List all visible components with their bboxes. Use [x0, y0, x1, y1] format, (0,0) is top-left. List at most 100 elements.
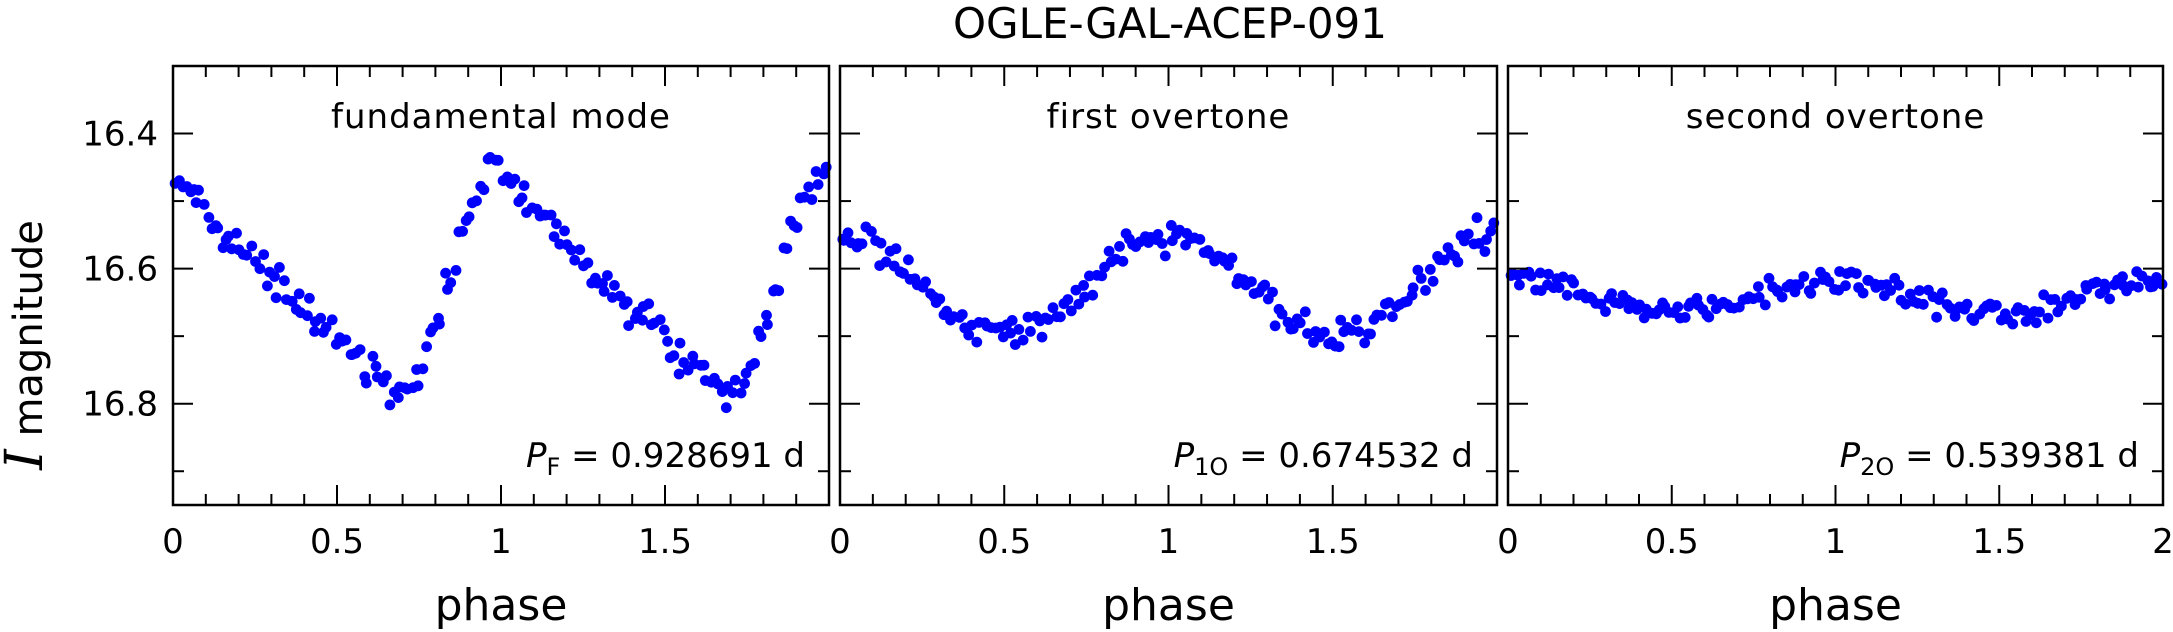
y-ticks: [173, 65, 829, 473]
data-point: [1703, 311, 1715, 323]
data-point: [2042, 312, 2054, 324]
panels: 0 0.5 1 1.5 16.4 16.6 16.8 phase fundamental mod…: [82, 64, 2173, 631]
data-point: [773, 285, 785, 297]
data-point: [1013, 324, 1025, 335]
data-point: [1017, 334, 1029, 346]
x-tick-label: 1.5: [1306, 522, 1360, 562]
data-point: [1561, 289, 1573, 301]
y-tick-label: 16.4: [82, 115, 158, 155]
data-point: [492, 154, 504, 166]
data-point: [903, 254, 914, 266]
data-point: [761, 309, 772, 321]
data-point: [956, 309, 968, 320]
x-ticks: [172, 66, 830, 505]
period-label: P2O = 0.539381 d: [1840, 436, 2139, 481]
data-point: [2147, 281, 2159, 292]
data-point: [803, 181, 815, 193]
period-label: P1O = 0.674532 d: [1174, 436, 1473, 481]
data-point: [1194, 234, 1206, 245]
y-tick-label: 16.8: [82, 385, 158, 425]
data-point: [1353, 326, 1365, 337]
data-point: [1553, 282, 1565, 293]
data-point: [1159, 250, 1171, 262]
data-point: [602, 270, 613, 281]
y-ticks: [840, 65, 1497, 473]
data-point: [1759, 299, 1771, 311]
data-point: [1047, 302, 1059, 314]
data-point: [370, 360, 382, 372]
data-point: [654, 314, 666, 325]
data-point: [1914, 285, 1925, 296]
data-point: [304, 292, 315, 304]
data-point: [212, 222, 224, 234]
data-point: [1798, 271, 1810, 282]
data-point: [551, 218, 562, 230]
data-point: [621, 296, 633, 308]
data-point: [270, 292, 282, 304]
data-point: [1479, 246, 1491, 257]
x-tick-label: 1: [1825, 522, 1847, 562]
data-point: [791, 222, 803, 233]
data-point: [1851, 268, 1862, 279]
data-point: [674, 337, 686, 349]
period-subscript: F: [546, 453, 560, 481]
data-point: [223, 230, 234, 242]
data-point: [1961, 298, 1973, 310]
data-point: [1269, 320, 1281, 332]
data-point: [565, 244, 577, 256]
data-point: [1857, 287, 1869, 299]
data-point: [258, 249, 270, 260]
data-point: [698, 359, 710, 371]
data-point: [457, 225, 468, 237]
data-point: [1931, 311, 1942, 323]
y-axis-label: I magnitude: [0, 220, 55, 471]
data-point: [381, 370, 392, 382]
data-point: [1991, 300, 2002, 311]
data-point: [1114, 241, 1125, 252]
data-point: [637, 314, 648, 326]
data-point: [1319, 326, 1330, 338]
data-point: [1823, 276, 1835, 287]
data-point: [609, 280, 620, 291]
data-point: [293, 288, 305, 300]
data-point: [1776, 291, 1788, 303]
panel-fundamental: 0 0.5 1 1.5 16.4 16.6 16.8 phase fundamental mod…: [82, 64, 832, 631]
period-value: = 0.674532 d: [1228, 436, 1473, 476]
data-point: [735, 387, 747, 399]
data-point: [1103, 245, 1115, 257]
data-point: [1025, 326, 1036, 337]
data-point: [842, 227, 854, 239]
data-point: [2132, 281, 2144, 293]
data-point: [320, 321, 332, 333]
data-point: [1165, 220, 1177, 231]
data-point: [421, 341, 432, 353]
period-symbol: P: [526, 436, 547, 476]
data-point: [354, 344, 366, 355]
data-point: [749, 358, 760, 369]
data-point: [1672, 301, 1684, 313]
data-point: [1424, 264, 1436, 275]
data-point: [1246, 276, 1257, 287]
data-point: [269, 271, 280, 282]
data-point: [367, 350, 379, 362]
data-point: [1462, 228, 1474, 240]
data-point: [1840, 280, 1851, 292]
data-point: [1302, 328, 1313, 339]
data-point: [1412, 264, 1424, 276]
data-point: [309, 326, 320, 337]
y-axis-label-text: magnitude: [6, 220, 52, 449]
data-points: [837, 212, 1500, 353]
period-symbol: P: [1840, 436, 1861, 476]
data-point: [1299, 306, 1311, 318]
data-point: [762, 319, 773, 330]
data-point: [1365, 328, 1376, 340]
period-symbol: P: [1174, 436, 1195, 476]
data-point: [315, 312, 327, 324]
data-point: [254, 263, 266, 275]
data-point: [1267, 286, 1278, 298]
panel-second-overtone: 0 0.5 1 1.5 2 phase second overtone P2O = 0.539…: [1497, 64, 2173, 631]
data-points: [1505, 266, 2168, 330]
data-point: [1294, 317, 1306, 329]
data-point: [569, 254, 581, 266]
data-point: [1096, 270, 1108, 282]
